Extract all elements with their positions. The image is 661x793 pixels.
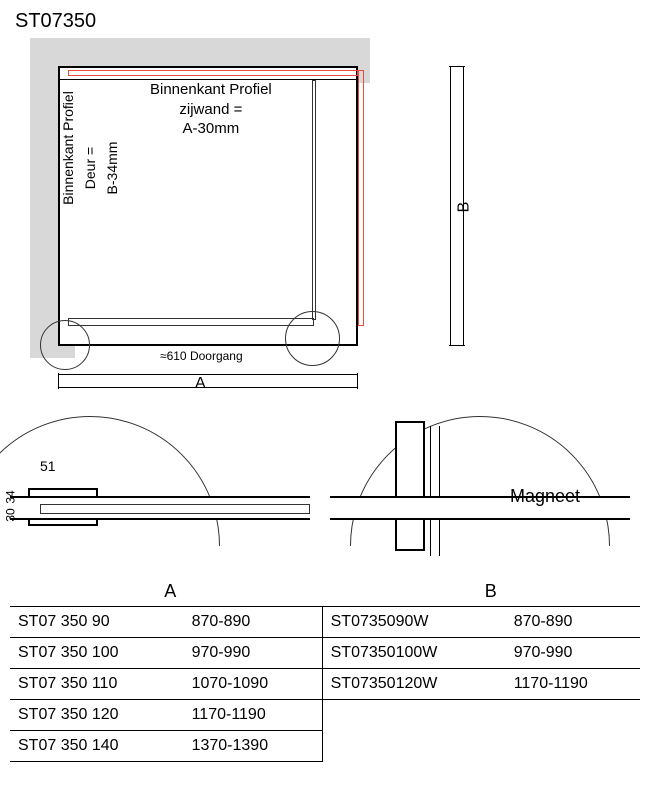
table-cell: ST07 350 100 xyxy=(10,638,184,669)
table-row: ST07 350 1201170-1190 xyxy=(10,700,640,731)
table-cell: 1170-1190 xyxy=(506,669,640,700)
table-cell: 1170-1190 xyxy=(184,700,323,731)
passage-dimension: ≈610 Doorgang xyxy=(160,349,243,363)
product-code-title: ST07350 xyxy=(15,10,651,33)
sidewall-profile-note: Binnenkant Profiel zijwand = A-30mm xyxy=(150,80,272,139)
bottom-rail xyxy=(68,318,314,326)
dimension-34: 34 xyxy=(5,490,17,503)
note-line: zijwand = xyxy=(179,101,242,118)
detail-view-b: Magneet xyxy=(330,396,630,576)
dimension-b-label: B xyxy=(456,202,474,213)
dimension-30: 30 xyxy=(4,508,18,521)
door-profile-note-1: Binnenkant Profiel xyxy=(60,78,76,218)
rail-section-a xyxy=(10,496,310,520)
dimensions-table: ST07 350 90870-890ST0735090W870-890ST07 … xyxy=(10,606,640,762)
note-line: A-30mm xyxy=(183,120,240,137)
corner-profile-section xyxy=(395,421,425,551)
table-row: ST07 350 1101070-1090ST07350120W1170-119… xyxy=(10,669,640,700)
table-cell: ST07 350 110 xyxy=(10,669,184,700)
magnet-label: Magneet xyxy=(510,486,580,507)
dimension-a-label: A xyxy=(195,375,206,393)
side-glass xyxy=(312,80,316,320)
table-cell: 970-990 xyxy=(184,638,323,669)
table-cell xyxy=(506,731,640,762)
table-cell: ST07 350 120 xyxy=(10,700,184,731)
dimension-a-line xyxy=(58,374,358,388)
table-cell: 870-890 xyxy=(506,607,640,638)
table-cell: 1070-1090 xyxy=(184,669,323,700)
detail-callout-b xyxy=(285,311,340,366)
table-cell: ST07350120W xyxy=(322,669,506,700)
dimension-51: 51 xyxy=(40,458,56,474)
detail-views-row: 51 34 30 Magneet xyxy=(10,396,651,576)
door-profile-note-3: B-34mm xyxy=(104,98,120,238)
detail-callout-a xyxy=(40,320,90,370)
table-row: ST07 350 100970-990ST07350100W970-990 xyxy=(10,638,640,669)
rail-inner-a xyxy=(40,504,310,514)
table-cell xyxy=(322,700,506,731)
table-cell: 1370-1390 xyxy=(184,731,323,762)
glass-edge-section xyxy=(430,426,440,556)
plan-view-diagram: B A ≈610 Doorgang Binnenkant Profiel zij… xyxy=(30,38,430,388)
col-header-a: A xyxy=(10,581,331,602)
table-column-headers: A B xyxy=(10,581,651,602)
table-cell xyxy=(322,731,506,762)
door-profile-note-2: Deur = xyxy=(82,98,98,238)
table-row: ST07 350 90870-890ST0735090W870-890 xyxy=(10,607,640,638)
table-row: ST07 350 1401370-1390 xyxy=(10,731,640,762)
note-line: Binnenkant Profiel xyxy=(150,81,272,98)
table-cell: ST07350100W xyxy=(322,638,506,669)
table-cell: ST07 350 90 xyxy=(10,607,184,638)
table-cell: ST0735090W xyxy=(322,607,506,638)
table-cell: ST07 350 140 xyxy=(10,731,184,762)
table-cell: 970-990 xyxy=(506,638,640,669)
col-header-b: B xyxy=(331,581,652,602)
table-cell: 870-890 xyxy=(184,607,323,638)
detail-view-a: 51 34 30 xyxy=(10,396,310,576)
table-cell xyxy=(506,700,640,731)
side-panel-highlight xyxy=(358,70,364,326)
top-panel-highlight xyxy=(68,70,358,76)
rail-section-b xyxy=(330,496,630,520)
